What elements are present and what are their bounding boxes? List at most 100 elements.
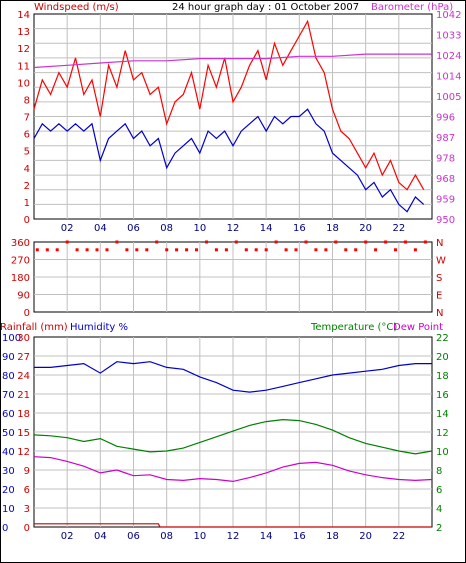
wind-panel-x-ticks: 02 04 06 08 10 12 14 16 18 20 22	[61, 223, 405, 234]
x-tick-label: 18	[326, 223, 339, 234]
windspeed-axis-label: Windspeed (m/s)	[34, 2, 119, 13]
direction-degree-label: 270	[11, 256, 30, 267]
humidity-tick-label: 50	[2, 428, 15, 439]
windspeed-tick-label: 11	[17, 61, 30, 72]
wind-direction-point	[165, 248, 169, 252]
rainfall-tick-label: 30	[17, 333, 30, 344]
temp-panel-x-ticks: 02 04 06 08 10 12 14 16 18 20 22	[61, 531, 405, 542]
rainfall-line	[34, 523, 432, 528]
x-tick-label: 16	[293, 531, 306, 542]
direction-compass-label: N	[436, 238, 443, 249]
x-tick-label: 18	[326, 531, 339, 542]
rainfall-tick-label: 6	[24, 485, 30, 496]
humidity-tick-label: 70	[2, 390, 15, 401]
temperature-line	[33, 418, 433, 455]
wind-direction-point	[35, 248, 39, 252]
wind-direction-point	[394, 248, 397, 252]
temperature-tick-label: 10	[436, 447, 449, 458]
wind-direction-point	[115, 240, 119, 244]
direction-compass-label: E	[436, 291, 442, 302]
humidity-tick-label: 10	[2, 504, 15, 515]
barometer-ticks: 950 959 968 978 987 996 1005 1014 1024 1033 1042	[436, 10, 461, 226]
wind-direction-point	[354, 248, 358, 252]
wind-direction-point	[384, 240, 388, 244]
x-tick-label: 04	[94, 531, 107, 542]
direction-degree-label: 360	[11, 238, 30, 249]
wind-direction-point	[324, 248, 328, 252]
rainfall-tick-label: 9	[24, 466, 30, 477]
humidity-line	[34, 361, 432, 393]
wind-direction-point	[195, 248, 198, 252]
direction-compass-label: S	[436, 273, 442, 284]
windspeed-tick-label: 5	[24, 147, 30, 158]
wind-direction-point	[294, 248, 298, 252]
rainfall-tick-label: 24	[17, 371, 30, 382]
humidity-tick-label: 100	[2, 333, 21, 344]
direction-degree-ticks: 0 90 180 270 360	[11, 238, 30, 319]
wind-direction-point	[45, 248, 49, 252]
temperature-axis-label: Temperature (°C)	[310, 322, 397, 333]
direction-series	[35, 240, 427, 252]
temperature-tick-label: 22	[436, 333, 449, 344]
windspeed-tick-label: 6	[24, 130, 30, 141]
x-tick-label: 16	[293, 223, 306, 234]
direction-degree-label: 0	[24, 308, 30, 319]
dew-point-line	[33, 456, 433, 483]
wind-direction-point	[135, 248, 139, 252]
wind-direction-point	[374, 248, 378, 252]
humidity-tick-label: 90	[2, 352, 15, 363]
x-tick-label: 12	[227, 223, 240, 234]
wind-direction-point	[284, 248, 288, 252]
windspeed-tick-label: 7	[24, 113, 30, 124]
barometer-tick-label: 959	[436, 195, 455, 206]
x-tick-label: 02	[61, 531, 74, 542]
x-tick-label: 04	[94, 223, 107, 234]
barometer-tick-label: 978	[436, 154, 455, 165]
humidity-tick-label: 0	[2, 523, 8, 534]
direction-degree-label: 90	[17, 291, 30, 302]
temperature-tick-label: 2	[436, 523, 442, 534]
humidity-tick-label: 60	[2, 409, 15, 420]
humidity-tick-label: 20	[2, 485, 15, 496]
temperature-tick-label: 4	[436, 504, 442, 515]
x-tick-label: 22	[392, 531, 405, 542]
wind-direction-point	[105, 248, 109, 252]
temp-panel-grid	[34, 337, 432, 527]
barometer-tick-label: 996	[436, 113, 455, 124]
windspeed-average-line	[33, 108, 425, 213]
barometer-line	[33, 53, 432, 69]
barometer-tick-label: 1005	[436, 92, 461, 103]
x-tick-label: 12	[227, 531, 240, 542]
x-tick-label: 10	[193, 531, 206, 542]
rainfall-tick-label: 21	[17, 390, 30, 401]
temperature-ticks: 2 4 6 8 10 12 14 16 18 20 22	[436, 333, 449, 534]
rainfall-tick-label: 15	[17, 428, 30, 439]
wind-direction-point	[413, 248, 417, 252]
wind-panel-grid	[34, 14, 432, 219]
temperature-tick-label: 6	[436, 485, 442, 496]
windspeed-tick-label: 13	[17, 27, 30, 38]
wind-direction-point	[314, 248, 318, 252]
windspeed-tick-label: 1	[24, 198, 30, 209]
windspeed-tick-label: 8	[24, 95, 30, 106]
humidity-tick-label: 80	[2, 371, 15, 382]
x-tick-label: 20	[359, 531, 372, 542]
wind-direction-point	[155, 240, 159, 244]
humidity-tick-label: 40	[2, 447, 15, 458]
x-tick-label: 06	[127, 223, 140, 234]
wind-direction-point	[344, 248, 348, 252]
humidity-tick-label: 30	[2, 466, 15, 477]
wind-direction-point	[254, 248, 258, 252]
wind-direction-point	[214, 248, 218, 252]
barometer-tick-label: 1042	[436, 10, 461, 21]
windspeed-tick-label: 4	[24, 164, 30, 175]
wind-direction-point	[205, 240, 208, 244]
barometer-tick-label: 1024	[436, 51, 461, 62]
windspeed-tick-label: 12	[17, 44, 30, 55]
direction-compass-label: N	[436, 308, 443, 319]
wind-direction-point	[364, 240, 368, 244]
x-tick-label: 06	[127, 531, 140, 542]
